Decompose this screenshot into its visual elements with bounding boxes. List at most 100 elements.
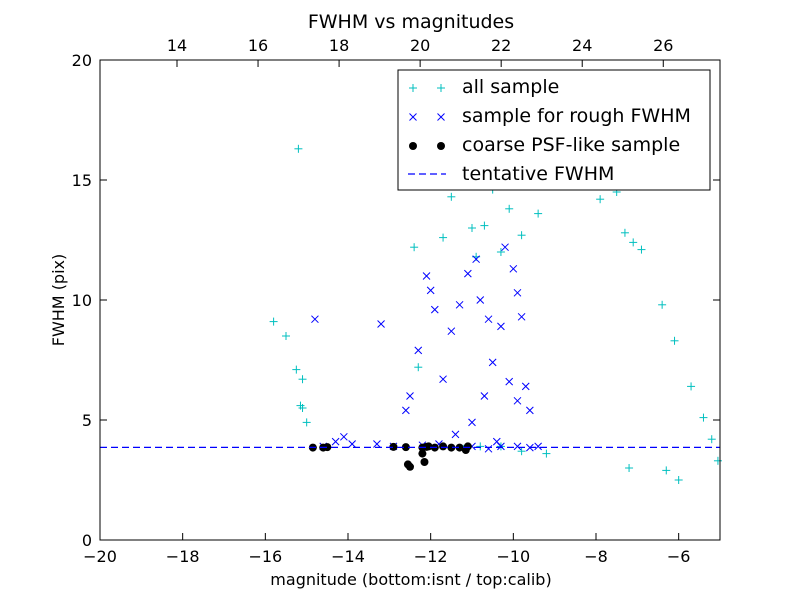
y-axis-label: FWHM (pix)	[49, 254, 68, 347]
legend-swatch	[437, 142, 445, 150]
data-point	[484, 444, 493, 453]
data-point	[707, 435, 716, 444]
data-point	[422, 272, 431, 280]
x-tick-label: −10	[496, 547, 530, 566]
data-point	[534, 442, 542, 451]
x-tick-label: −8	[584, 547, 608, 566]
data-point	[348, 440, 356, 448]
data-point	[269, 317, 278, 326]
data-point	[526, 406, 534, 415]
data-point	[447, 192, 456, 201]
data-point	[298, 404, 307, 412]
data-point	[401, 443, 410, 452]
data-point	[670, 336, 679, 345]
data-point	[637, 245, 646, 254]
x-tick-label: −18	[166, 547, 200, 566]
data-point	[596, 195, 605, 204]
data-point	[517, 231, 526, 240]
data-point	[713, 456, 722, 465]
legend-swatch	[409, 84, 417, 92]
x-tick-label: −14	[331, 547, 365, 566]
legend-swatch	[437, 84, 445, 92]
data-point	[468, 418, 476, 427]
data-point	[439, 233, 448, 242]
data-point	[426, 286, 435, 295]
legend-box	[397, 69, 711, 191]
top-tick-label: 14	[167, 36, 187, 55]
data-point	[687, 382, 696, 391]
x-tick-label: −20	[83, 547, 117, 566]
data-point	[625, 464, 634, 472]
data-point	[534, 209, 543, 218]
legend-label-tentative-fwhm: tentative FWHM	[462, 163, 614, 185]
data-point	[468, 224, 476, 232]
data-point	[620, 228, 629, 237]
data-point	[517, 447, 526, 456]
data-point	[430, 305, 439, 314]
data-point	[497, 322, 505, 331]
data-point	[517, 312, 526, 321]
x-axis-label: magnitude (bottom:isnt / top:calib)	[270, 570, 551, 589]
data-point	[406, 462, 414, 471]
data-point	[521, 382, 530, 391]
y-tick-label: 0	[82, 531, 92, 550]
data-point	[455, 300, 464, 309]
data-point	[488, 358, 497, 367]
legend-swatch	[409, 113, 417, 121]
data-point	[414, 363, 423, 372]
data-point	[414, 346, 423, 355]
data-point	[484, 315, 493, 324]
data-point	[323, 443, 332, 452]
data-point	[340, 432, 348, 441]
data-point	[451, 430, 460, 439]
data-point	[292, 365, 301, 374]
x-tick-label: −12	[414, 547, 448, 566]
data-point	[496, 248, 505, 256]
data-point	[658, 300, 667, 309]
data-point	[406, 392, 414, 400]
data-point	[331, 437, 340, 446]
data-point	[298, 375, 307, 384]
top-tick-label: 20	[410, 36, 430, 55]
data-marks	[100, 108, 722, 484]
data-point	[439, 375, 447, 384]
x-tick-label: −6	[667, 547, 691, 566]
data-point	[505, 204, 514, 213]
data-point	[302, 418, 311, 427]
data-point	[373, 440, 381, 448]
plot-frame	[99, 59, 721, 541]
data-point	[402, 406, 410, 415]
data-point	[480, 392, 489, 400]
data-point	[418, 449, 427, 458]
data-point	[420, 458, 429, 466]
top-tick-label: 26	[653, 36, 673, 55]
y-tick-label: 10	[72, 291, 92, 310]
data-point	[699, 413, 708, 422]
axis-ticks: −20 −18 −16 −14 −12 −10 −8 −6 14 16 18 20 22 24 26 0 5 10…	[72, 36, 720, 566]
data-point	[513, 442, 522, 451]
data-point	[629, 238, 638, 247]
data-point	[447, 327, 456, 336]
data-point	[447, 443, 456, 452]
data-point	[480, 221, 489, 230]
data-point	[282, 332, 290, 340]
data-point	[501, 243, 509, 252]
y-tick-label: 5	[82, 411, 92, 430]
y-tick-label: 20	[72, 51, 92, 70]
data-point	[439, 442, 448, 451]
data-point	[509, 264, 518, 273]
legend: all sample sample for rough FWHM coarse …	[397, 69, 711, 191]
legend-label-all-sample: all sample	[462, 76, 559, 98]
data-point	[505, 377, 514, 386]
y-tick-label: 15	[72, 171, 92, 190]
data-point	[311, 315, 319, 324]
data-point	[513, 396, 522, 405]
data-point	[472, 255, 480, 264]
top-tick-label: 22	[491, 36, 511, 55]
top-tick-label: 16	[248, 36, 268, 55]
legend-swatch	[437, 113, 445, 121]
data-point	[542, 449, 551, 458]
data-point	[294, 144, 303, 153]
data-point	[461, 446, 470, 454]
